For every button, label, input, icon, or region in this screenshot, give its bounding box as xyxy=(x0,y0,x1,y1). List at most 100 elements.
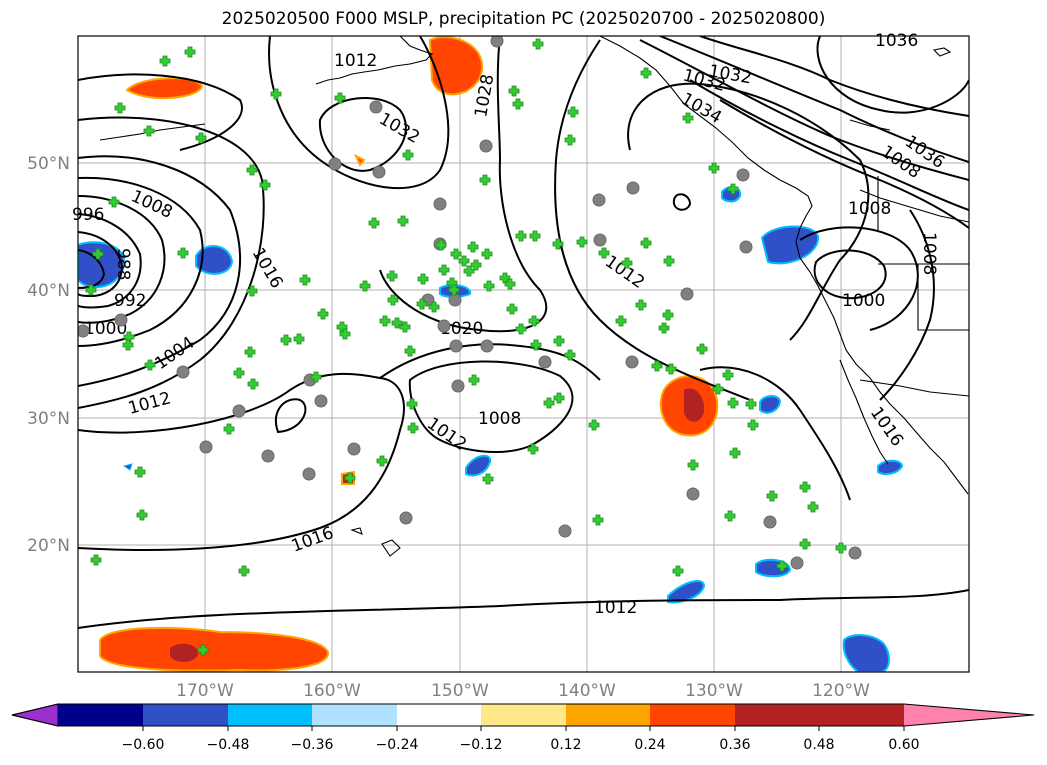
station-plus-marker xyxy=(223,423,235,435)
colorbar: −0.60 −0.48 −0.36 −0.24 −0.12 0.12 0.24 … xyxy=(11,703,1035,753)
station-plus-marker xyxy=(567,106,579,118)
station-plus-marker xyxy=(407,422,419,434)
station-plus-marker xyxy=(177,247,189,259)
colorbar-tick: 0.36 xyxy=(719,737,750,753)
station-circle-marker xyxy=(736,168,750,182)
station-plus-marker xyxy=(143,125,155,137)
station-circle-marker xyxy=(347,442,361,456)
station-plus-marker xyxy=(376,455,388,467)
station-plus-marker xyxy=(339,328,351,340)
station-plus-marker xyxy=(468,374,480,386)
precip-negative-area xyxy=(877,459,904,475)
colorbar-extend-low xyxy=(11,703,59,727)
station-plus-marker xyxy=(515,230,527,242)
station-circle-marker xyxy=(328,157,342,171)
station-circle-marker xyxy=(449,339,463,353)
station-circle-marker xyxy=(369,100,383,114)
station-circle-marker xyxy=(848,546,862,560)
station-plus-marker xyxy=(708,162,720,174)
station-circle-marker xyxy=(558,524,572,538)
mslp-label: 1008 xyxy=(919,232,939,275)
station-plus-marker xyxy=(766,490,778,502)
precip-negative-area xyxy=(759,395,782,414)
station-plus-marker xyxy=(527,443,539,455)
station-plus-marker xyxy=(379,315,391,327)
colorbar-tick: −0.12 xyxy=(460,737,503,753)
station-plus-marker xyxy=(532,38,544,50)
station-plus-marker xyxy=(270,88,282,100)
precip-negative-area xyxy=(842,634,890,672)
colorbar-segment xyxy=(650,704,735,726)
colorbar-tick: 0.24 xyxy=(634,737,665,753)
station-plus-marker xyxy=(682,112,694,124)
station-plus-marker xyxy=(197,644,209,656)
station-plus-marker xyxy=(122,339,134,351)
lat-label: 30°N xyxy=(27,409,70,429)
precip-positive-area xyxy=(125,77,204,100)
station-plus-marker xyxy=(635,299,647,311)
station-circle-marker xyxy=(232,404,246,418)
station-plus-marker xyxy=(727,183,739,195)
station-plus-marker xyxy=(482,473,494,485)
lon-label: 170°W xyxy=(176,681,234,701)
station-circle-marker xyxy=(480,339,494,353)
station-plus-marker xyxy=(446,277,458,289)
station-plus-marker xyxy=(310,371,322,383)
lat-label: 50°N xyxy=(27,154,70,174)
station-plus-marker xyxy=(244,346,256,358)
station-plus-marker xyxy=(399,321,411,333)
station-plus-marker xyxy=(665,363,677,375)
colorbar-tick: −0.48 xyxy=(207,737,250,753)
station-plus-marker xyxy=(479,174,491,186)
lon-label: 160°W xyxy=(303,681,361,701)
station-plus-marker xyxy=(397,215,409,227)
station-circle-marker xyxy=(625,355,639,369)
colorbar-tick: 0.60 xyxy=(888,737,919,753)
colorbar-segment xyxy=(58,704,143,726)
station-plus-marker xyxy=(467,241,479,253)
mslp-label: 1020 xyxy=(440,319,483,339)
axis-labels: 50°N 40°N 30°N 20°N 170°W 160°W 150°W 14… xyxy=(27,154,870,701)
precip-positive-area xyxy=(353,153,366,167)
colorbar-extend-high xyxy=(904,704,1034,726)
station-plus-marker xyxy=(246,164,258,176)
station-plus-marker xyxy=(508,85,520,97)
station-plus-marker xyxy=(553,335,565,347)
station-plus-marker xyxy=(134,466,146,478)
station-plus-marker xyxy=(85,284,97,296)
lat-label: 40°N xyxy=(27,281,70,301)
station-plus-marker xyxy=(159,55,171,67)
station-plus-marker xyxy=(640,67,652,79)
station-plus-marker xyxy=(658,322,670,334)
colorbar-segment xyxy=(228,704,312,726)
colorbar-tick: 0.12 xyxy=(550,737,581,753)
map-title: 2025020500 F000 MSLP, precipitation PC (… xyxy=(221,9,826,29)
station-plus-marker xyxy=(233,367,245,379)
lon-label: 120°W xyxy=(812,681,870,701)
station-circle-marker xyxy=(314,394,328,408)
station-plus-marker xyxy=(359,280,371,292)
precip-negative-area xyxy=(465,454,492,477)
station-plus-marker xyxy=(184,46,196,58)
station-plus-marker xyxy=(293,333,305,345)
station-plus-marker xyxy=(108,196,120,208)
station-plus-marker xyxy=(724,510,736,522)
precip-negative-area xyxy=(122,463,133,471)
coastlines xyxy=(99,36,969,557)
station-circle-marker xyxy=(302,467,316,481)
station-plus-marker xyxy=(504,278,516,290)
station-circle-marker xyxy=(78,324,90,338)
station-plus-marker xyxy=(727,397,739,409)
station-circle-marker xyxy=(114,313,128,327)
station-plus-marker xyxy=(588,419,600,431)
station-plus-marker xyxy=(592,514,604,526)
station-plus-marker xyxy=(299,274,311,286)
station-plus-marker xyxy=(722,369,734,381)
station-plus-marker xyxy=(651,360,663,372)
station-circle-marker xyxy=(490,36,504,48)
station-plus-marker xyxy=(712,383,724,395)
station-circle-marker xyxy=(399,511,413,525)
station-plus-marker xyxy=(807,501,819,513)
colorbar-segment xyxy=(566,704,650,726)
station-plus-marker xyxy=(402,149,414,161)
